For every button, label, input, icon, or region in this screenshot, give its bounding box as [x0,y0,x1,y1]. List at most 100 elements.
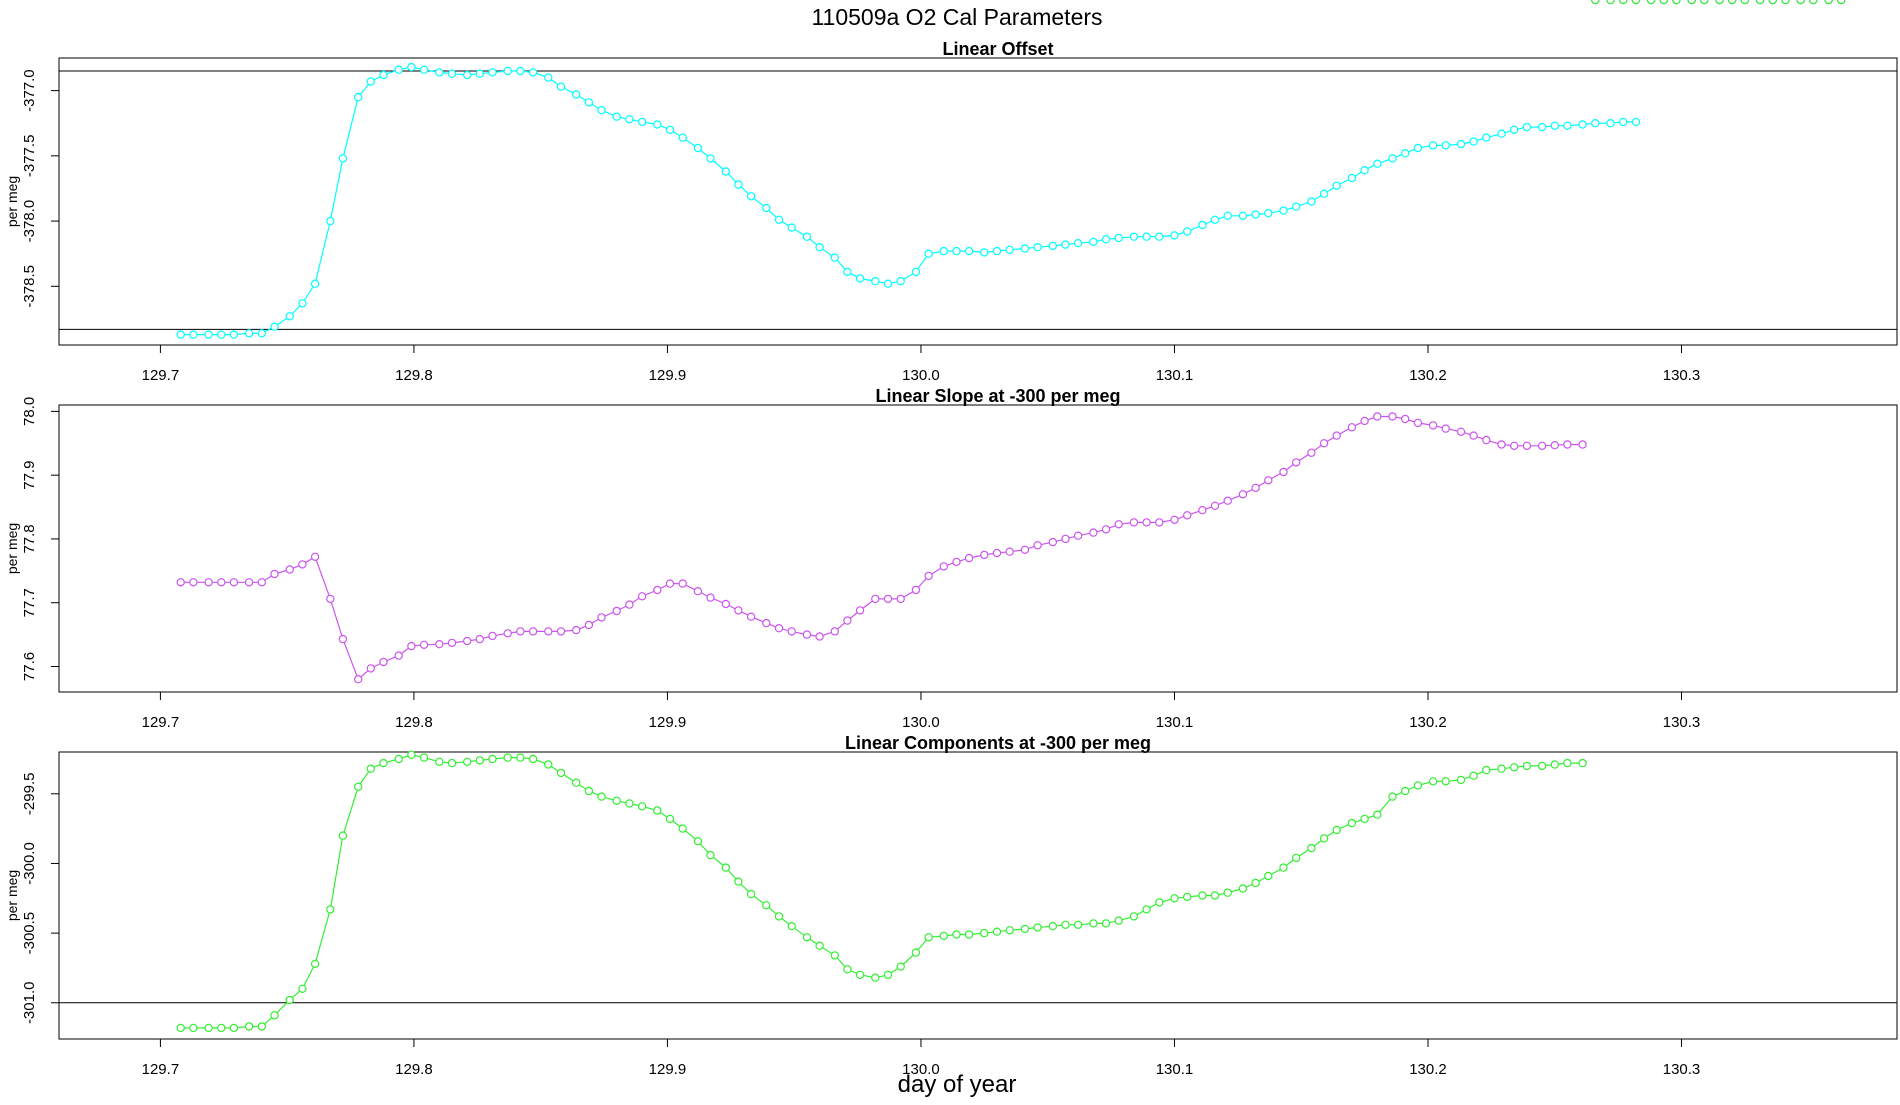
y-tick-label: -301.0 [21,982,38,1025]
data-point [1238,490,1248,499]
data-point [1182,227,1192,236]
plot-frame [58,57,1898,346]
data-point [1347,173,1357,183]
data-point [556,82,566,91]
data-point [871,973,880,982]
data-point [310,552,320,562]
data-point [964,930,974,939]
panel-title: Linear Offset [942,39,1053,59]
data-point [1400,786,1410,796]
data-point [1360,416,1369,426]
data-point [1155,518,1164,527]
data-point [544,73,553,82]
data-point [1279,206,1288,215]
data-point [366,77,375,86]
x-tick-label: 130.0 [902,714,940,731]
data-point [1142,518,1151,527]
data-point [435,757,444,767]
data-point [721,167,731,176]
y-tick-label: -299.5 [21,773,38,816]
data-point [229,578,239,587]
x-tick-label: 130.3 [1663,1061,1701,1078]
data-point [774,912,784,921]
data-point [787,922,796,931]
data-point [584,786,594,796]
data-point [204,1023,213,1033]
page-title: 110509a O2 Cal Parameters [811,4,1102,30]
data-point [855,606,865,615]
data-point [1005,547,1014,556]
data-point [463,757,472,767]
data-point [1048,537,1058,547]
data-point [980,248,989,257]
data-point [1413,781,1423,790]
data-point [244,329,254,338]
y-axis-label: per meg [4,176,20,227]
data-point [379,70,388,80]
y-tick-label: -300.0 [21,842,38,885]
data-point [1428,421,1438,430]
x-tick-label: 130.0 [902,367,940,384]
y-tick-label: -377.5 [21,135,38,178]
data-point [1061,920,1070,930]
data-point [1809,0,1818,5]
data-point [653,806,662,815]
y-tick-label: -300.5 [21,912,38,955]
data-point [1198,891,1207,900]
data-point [1606,118,1615,128]
data-point [354,675,363,684]
data-point [285,312,294,321]
data-point [1428,141,1438,150]
data-point [1020,244,1030,253]
data-point [556,627,566,636]
data-point [407,62,416,72]
data-point [488,631,497,641]
data-point [1170,231,1179,240]
data-point [924,571,933,581]
data-point [952,557,961,567]
data-point [354,92,363,102]
data-point [693,143,703,153]
data-point [435,640,444,649]
data-point [1456,427,1466,436]
y-tick-label: 77.6 [21,652,38,681]
data-point [637,117,647,127]
panel-2: Linear Slope at -300 per meg 129.7 129.8 12… [4,0,1898,731]
data-point [447,69,457,78]
data-point [1210,501,1220,510]
data-point [1537,441,1547,450]
data-point [1279,863,1288,872]
data-point [1373,810,1382,819]
data-point [407,641,416,651]
data-point [270,322,279,331]
data-point [911,585,921,595]
series-line [180,66,1636,336]
data-point [939,931,949,941]
data-point [952,246,961,256]
data-point [980,928,989,938]
data-point [244,578,254,587]
data-point [503,629,512,638]
data-point [1591,0,1600,5]
data-point [488,68,497,77]
data-point [1781,0,1790,5]
data-point [1388,412,1397,421]
data-point [1264,476,1273,485]
data-point [257,578,266,587]
data-point [270,1011,279,1020]
data-point [625,799,634,808]
data-point [1182,511,1192,520]
data-point [584,620,594,630]
data-point [883,594,893,604]
data-point [1238,211,1248,220]
data-point [1482,765,1491,775]
data-point [1279,467,1288,477]
data-point [503,66,512,76]
data-point [706,593,715,602]
data-point [1728,0,1737,5]
y-tick-label: 77.9 [21,461,38,490]
data-point [1251,210,1260,219]
data-point [787,223,796,232]
data-point [1606,0,1615,5]
